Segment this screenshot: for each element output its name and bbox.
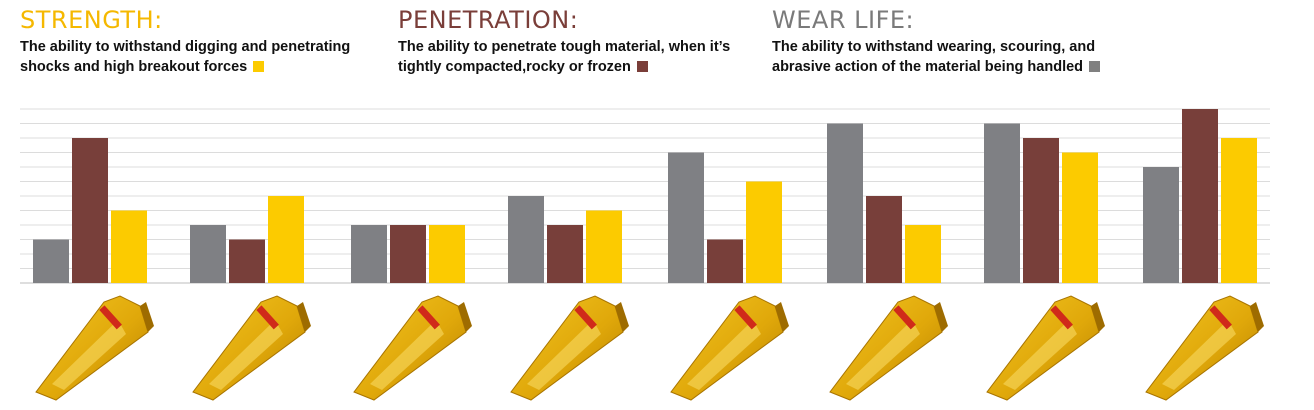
bar-penetration-3: [390, 225, 426, 283]
legend-title-strength: STRENGTH:: [20, 6, 163, 34]
bucket-tooth-image-1: [28, 292, 156, 409]
legend-desc-strength: The ability to withstand digging and pen…: [20, 37, 350, 77]
bar-strength-4: [586, 210, 622, 283]
bar-wear-6: [827, 123, 863, 283]
legend-penetration: PENETRATION: The ability to penetrate to…: [398, 6, 730, 77]
bar-wear-4: [508, 196, 544, 283]
bar-wear-7: [984, 123, 1020, 283]
legend-wear-life: WEAR LIFE: The ability to withstand wear…: [772, 6, 1101, 77]
legend-desc-strength-line2: shocks and high breakout forces: [20, 59, 248, 75]
legend-swatch-strength: [253, 61, 265, 72]
legend-strength: STRENGTH: The ability to withstand diggi…: [20, 6, 350, 77]
bar-penetration-8: [1182, 109, 1218, 283]
bucket-tooth-image-3: [346, 292, 474, 409]
legend-desc-wear-life-line2: abrasive action of the material being ha…: [772, 59, 1084, 75]
bar-strength-5: [746, 181, 782, 283]
legend-swatch-wear-life: [1089, 61, 1101, 72]
legend-title-wear-life: WEAR LIFE:: [772, 6, 915, 34]
bar-wear-3: [351, 225, 387, 283]
bucket-tooth-image-6: [822, 292, 950, 409]
bar-strength-1: [111, 210, 147, 283]
bar-chart: [20, 108, 1270, 284]
bucket-tooth-image-4: [503, 292, 631, 409]
bucket-tooth-image-5: [663, 292, 791, 409]
bar-penetration-7: [1023, 138, 1059, 283]
legend-desc-strength-line1: The ability to withstand digging and pen…: [20, 39, 351, 55]
bar-penetration-2: [229, 239, 265, 283]
bar-strength-2: [268, 196, 304, 283]
legend-title-penetration: PENETRATION:: [398, 6, 579, 34]
bar-wear-1: [33, 239, 69, 283]
bar-strength-3: [429, 225, 465, 283]
bar-strength-7: [1062, 152, 1098, 283]
bar-penetration-5: [707, 239, 743, 283]
legend-desc-wear-life-line1: The ability to withstand wearing, scouri…: [772, 39, 1096, 55]
bar-penetration-1: [72, 138, 108, 283]
legend-swatch-penetration: [636, 61, 648, 72]
legend-desc-penetration-line1: The ability to penetrate tough material,…: [398, 39, 731, 55]
bar-wear-2: [190, 225, 226, 283]
bucket-tooth-image-2: [185, 292, 313, 409]
bar-wear-8: [1143, 167, 1179, 283]
chart-bars: [33, 109, 1257, 283]
bar-penetration-4: [547, 225, 583, 283]
bar-wear-5: [668, 152, 704, 283]
bucket-tooth-image-8: [1138, 292, 1266, 409]
bar-strength-8: [1221, 138, 1257, 283]
legend-desc-wear-life: The ability to withstand wearing, scouri…: [772, 37, 1101, 77]
chart-grid: [20, 108, 1270, 284]
bar-penetration-6: [866, 196, 902, 283]
bucket-tooth-image-7: [979, 292, 1107, 409]
legend-desc-penetration-line2: tightly compacted,rocky or frozen: [398, 59, 631, 75]
legend-desc-penetration: The ability to penetrate tough material,…: [398, 37, 730, 77]
bar-strength-6: [905, 225, 941, 283]
